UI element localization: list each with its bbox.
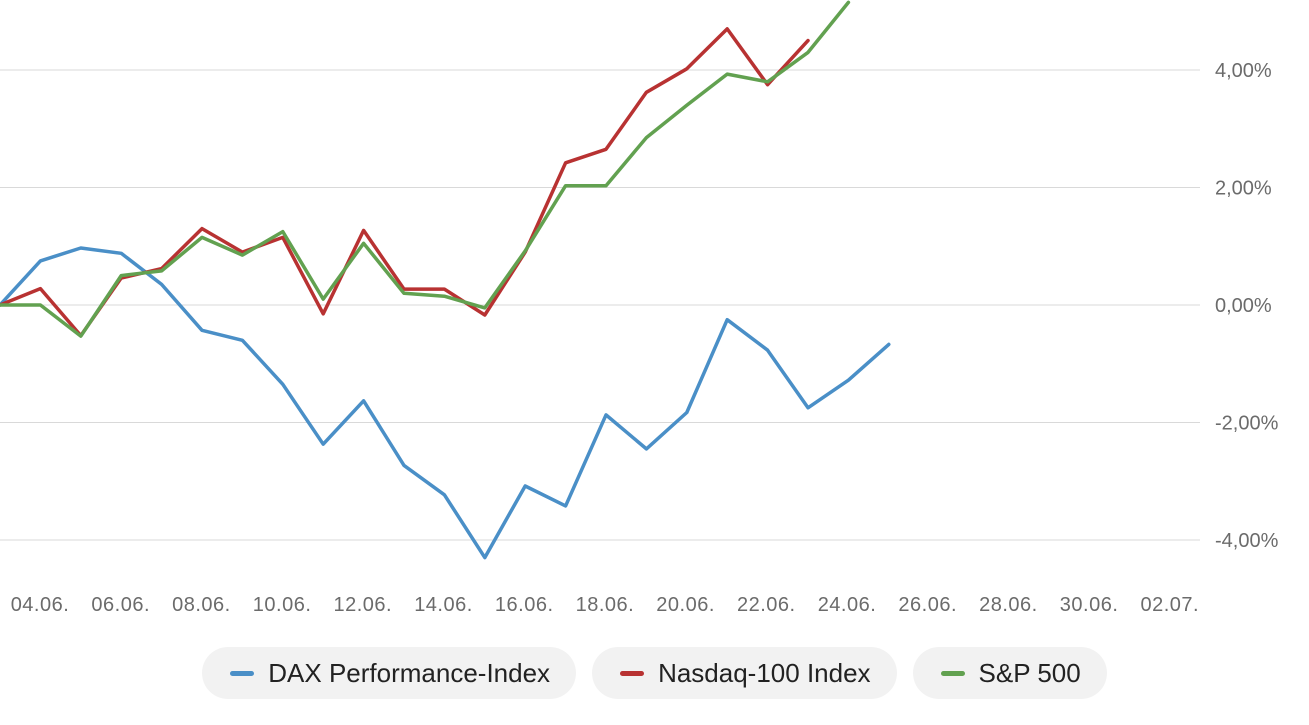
x-tick-label: 30.06. <box>1060 594 1119 616</box>
x-tick-label: 10.06. <box>253 594 312 616</box>
x-tick-label: 28.06. <box>979 594 1038 616</box>
x-tick-label: 16.06. <box>495 594 554 616</box>
y-tick-label: 2,00% <box>1215 178 1272 200</box>
series-line-sp500 <box>0 0 851 338</box>
y-tick-label: 4,00% <box>1215 60 1272 82</box>
chart-legend: DAX Performance-Index Nasdaq-100 Index S… <box>0 647 1309 699</box>
legend-item-dax[interactable]: DAX Performance-Index <box>202 647 577 699</box>
x-tick-label: 04.06. <box>11 594 70 616</box>
y-tick-label: -2,00% <box>1215 413 1279 435</box>
series-line-nasdaq <box>0 27 810 338</box>
x-tick-label: 26.06. <box>898 594 957 616</box>
legend-item-sp500[interactable]: S&P 500 <box>912 647 1107 699</box>
x-tick-label: 20.06. <box>656 594 715 616</box>
grid-lines <box>0 69 1200 541</box>
legend-label-nasdaq: Nasdaq-100 Index <box>658 657 871 688</box>
legend-swatch-dax <box>230 670 255 676</box>
x-tick-label: 24.06. <box>818 594 877 616</box>
legend-swatch-nasdaq <box>620 670 645 676</box>
series-lines <box>0 0 891 560</box>
x-tick-label: 12.06. <box>333 594 392 616</box>
x-tick-label: 06.06. <box>91 594 150 616</box>
legend-item-nasdaq[interactable]: Nasdaq-100 Index <box>592 647 897 699</box>
x-axis-ticks: 04.06. 06.06. 08.06. 10.06. 12.06. 14.06. 16.0… <box>11 594 1199 616</box>
legend-label-dax: DAX Performance-Index <box>268 657 551 688</box>
x-tick-label: 08.06. <box>172 594 231 616</box>
legend-label-sp500: S&P 500 <box>978 657 1081 688</box>
x-tick-label: 22.06. <box>737 594 796 616</box>
chart-plot-area: -4,00% -2,00% 0,00% 2,00% 4,00% 04.06. 06.06.… <box>0 0 1279 616</box>
y-tick-label: -4,00% <box>1215 530 1279 552</box>
x-tick-label: 02.07. <box>1140 594 1199 616</box>
legend-swatch-sp500 <box>940 670 965 676</box>
x-tick-label: 18.06. <box>576 594 635 616</box>
y-axis-ticks: -4,00% -2,00% 0,00% 2,00% 4,00% <box>1215 60 1279 552</box>
x-tick-label: 14.06. <box>414 594 473 616</box>
series-line-dax <box>0 246 891 560</box>
y-tick-label: 0,00% <box>1215 295 1272 317</box>
